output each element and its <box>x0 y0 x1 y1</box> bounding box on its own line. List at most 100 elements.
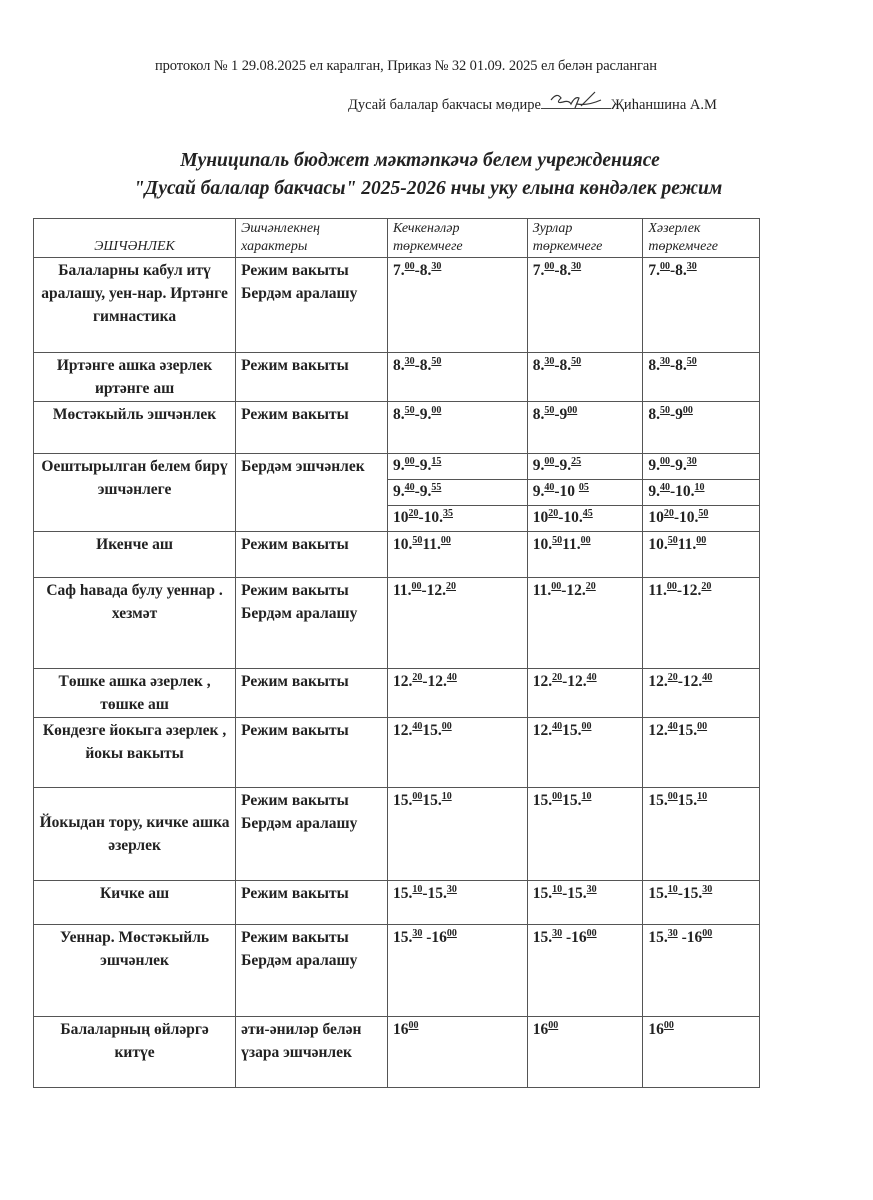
table-row: Оештырылган белем бирү эшчәнлеге Бердәм э… <box>32 453 760 532</box>
time-minutes: 50 <box>552 535 563 546</box>
time-minutes: 00 <box>702 928 713 939</box>
table-row: Саф һавада булу уеннар . хезмәт Режим вак… <box>32 577 760 669</box>
time-minutes: 00 <box>440 535 451 546</box>
table-row: Көндезге йокыга әзерлек , йокы вакыты Реж… <box>32 717 760 788</box>
time-minutes: 00 <box>552 791 563 802</box>
time-hours: 9. <box>648 457 660 474</box>
table-row: Йокыдан тору, кичке ашка әзерлек Режим ва… <box>32 787 760 881</box>
time-minutes: 10 <box>667 884 678 895</box>
time-minutes: 50 <box>659 405 670 416</box>
time-minutes: 20 <box>701 581 712 592</box>
time-hours: 10. <box>648 536 668 553</box>
time-hours: 16 <box>648 1021 664 1038</box>
time-hours: 15. <box>562 722 582 739</box>
time-minutes: 10 <box>694 482 705 493</box>
time-minutes: 30 <box>586 884 597 895</box>
time-hours: 15. <box>392 792 413 809</box>
time-cell: 15.10-15.30 <box>526 880 644 925</box>
time-minutes: 00 <box>659 261 670 272</box>
activity-cell: Төшке ашка әзерлек , төшке аш <box>32 668 237 718</box>
column-header: Зурлар төркемчеге <box>526 218 644 258</box>
activity-cell: Балаларны кабул итү аралашу, уен-нар. Ир… <box>32 257 237 353</box>
time-cell: 9.40-10 05 <box>526 479 644 506</box>
time-minutes: 50 <box>698 508 709 519</box>
time-minutes: 40 <box>446 672 457 683</box>
time-minutes: 20 <box>548 508 559 519</box>
time-hours: -12. <box>677 673 703 690</box>
time-hours: 11. <box>532 582 552 599</box>
time-hours: 9. <box>392 483 405 500</box>
time-hours: 8. <box>648 357 660 374</box>
time-hours: -12. <box>676 582 702 599</box>
time-cell: 12.20-12.40 <box>642 668 760 718</box>
activity-cell: Уеннар. Мөстәкыйль эшчәнлек <box>32 924 237 1017</box>
time-cell: 7.00-8.30 <box>386 257 528 353</box>
activity-cell: Балаларның өйләргә китүе <box>32 1016 237 1088</box>
time-hours: 15. <box>532 929 553 946</box>
time-minutes: 15 <box>431 456 442 467</box>
time-minutes: 20 <box>585 581 596 592</box>
column-header: Кечкенәләр төркемчеге <box>386 218 528 258</box>
time-minutes: 00 <box>580 535 591 546</box>
activity-nature-cell: Режим вакыты Бердәм аралашу <box>235 924 388 1017</box>
activity-nature-cell: Режим вакыты Бердәм аралашу <box>235 577 388 669</box>
time-hours: -8. <box>669 357 687 374</box>
time-hours: 16 <box>532 1021 549 1038</box>
time-hours: -15. <box>422 885 447 902</box>
time-minutes: 00 <box>586 928 597 939</box>
time-cell: 15.30 -1600 <box>642 924 760 1017</box>
time-cell: 10.5011.00 <box>526 531 644 578</box>
time-minutes: 40 <box>702 672 713 683</box>
time-minutes: 00 <box>412 791 423 802</box>
time-minutes: 00 <box>682 405 693 416</box>
time-hours: -16 <box>677 929 703 946</box>
time-cell: 8.50-900 <box>642 401 760 454</box>
time-hours: -15. <box>562 885 587 902</box>
time-minutes: 00 <box>404 456 415 467</box>
time-minutes: 00 <box>551 581 562 592</box>
time-minutes: 30 <box>412 928 423 939</box>
time-hours: 15. <box>562 792 582 809</box>
activity-nature-cell: Режим вакыты <box>235 401 388 454</box>
time-minutes: 00 <box>404 261 415 272</box>
time-minutes: 40 <box>552 721 563 732</box>
time-hours: 8. <box>392 406 405 423</box>
time-cell: 12.20-12.40 <box>386 668 528 718</box>
column-header: Хәзерлек төркемчеге <box>642 218 760 258</box>
time-minutes: 50 <box>412 535 423 546</box>
time-hours: 15. <box>532 792 553 809</box>
activity-nature-cell: Режим вакыты Бердәм аралашу <box>235 257 388 353</box>
time-minutes: 55 <box>431 482 442 493</box>
time-cell: 1020-10.45 <box>526 505 644 532</box>
time-minutes: 00 <box>697 721 708 732</box>
activity-nature-cell: Бердәм эшчәнлек <box>235 453 388 532</box>
activity-nature-cell: Режим вакыты Бердәм аралашу <box>235 787 388 881</box>
time-hours: 9. <box>648 483 660 500</box>
time-minutes: 00 <box>659 456 670 467</box>
time-cell: 15.0015.10 <box>386 787 528 881</box>
time-hours: 11. <box>648 582 667 599</box>
activity-nature-cell: Режим вакыты <box>235 531 388 578</box>
table-row: Иртәнге ашка әзерлек иртәнге аш Режим вак… <box>32 352 760 402</box>
time-hours: 12. <box>392 673 413 690</box>
document-title-line2: "Дусай балалар бакчасы" 2025-2026 нчы ук… <box>133 178 723 199</box>
time-minutes: 40 <box>667 721 678 732</box>
time-hours: -16 <box>562 929 587 946</box>
activity-nature-cell: Режим вакыты <box>235 352 388 402</box>
time-minutes: 10 <box>581 791 592 802</box>
time-minutes: 45 <box>582 508 593 519</box>
time-hours: -9 <box>669 406 683 423</box>
time-cell: 8.30-8.50 <box>386 352 528 402</box>
document-title-line1: Муниципаль бюджет мәктәпкәчә белем учреж… <box>180 150 660 171</box>
time-hours: 7. <box>392 262 405 279</box>
time-hours: -8. <box>414 262 432 279</box>
time-hours: -8. <box>554 357 572 374</box>
time-minutes: 50 <box>431 356 442 367</box>
time-hours: 10 <box>392 509 409 526</box>
time-minutes: 30 <box>446 884 457 895</box>
time-cell: 15.30 -1600 <box>526 924 644 1017</box>
activity-cell: Иртәнге ашка әзерлек иртәнге аш <box>32 352 237 402</box>
activity-nature-cell: Режим вакыты <box>235 668 388 718</box>
time-hours: 8. <box>532 406 545 423</box>
time-minutes: 00 <box>408 1020 419 1031</box>
